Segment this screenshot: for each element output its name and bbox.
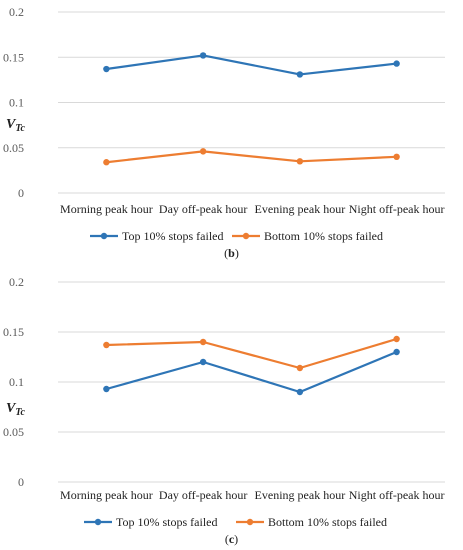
data-point xyxy=(103,341,110,349)
y-tick-label: 0 xyxy=(18,186,24,200)
data-point xyxy=(393,335,400,343)
y-tick-label: 0 xyxy=(18,475,24,489)
legend-label: Bottom 10% stops failed xyxy=(264,229,383,243)
figure-caption-letter: c xyxy=(229,532,235,546)
data-point xyxy=(199,52,207,59)
figure-caption-letter: b xyxy=(228,246,235,260)
series-line-bottom-10 xyxy=(106,337,397,370)
y-axis-label: VTc xyxy=(6,117,26,134)
data-point xyxy=(393,348,400,356)
x-category-label: Evening peak hour xyxy=(255,488,346,502)
data-point xyxy=(296,364,304,372)
data-point xyxy=(296,71,304,78)
figure-caption: (c) xyxy=(225,532,238,546)
data-point xyxy=(199,358,207,366)
data-point xyxy=(199,148,207,155)
legend-label: Top 10% stops failed xyxy=(116,515,217,529)
data-point xyxy=(393,153,400,160)
legend-marker xyxy=(94,518,102,526)
y-axis-label-sub: Tc xyxy=(15,123,25,134)
data-point xyxy=(199,338,207,346)
chart-b: 0 0.05 0.1 0.15 0.2 VTc Morning peak hour Day o… xyxy=(3,5,445,260)
y-tick-label: 0.1 xyxy=(9,96,24,110)
x-category-label: Night off-peak hour xyxy=(349,488,445,502)
legend-label: Bottom 10% stops failed xyxy=(268,515,387,529)
figure-caption: (b) xyxy=(224,246,239,260)
y-tick-label: 0.05 xyxy=(3,425,24,439)
data-point xyxy=(296,388,304,396)
x-category-label: Morning peak hour xyxy=(60,488,153,502)
chart-c: 0 0.05 0.1 0.15 0.2 VTc Morning peak hour Day o… xyxy=(3,275,445,546)
x-category-label: Morning peak hour xyxy=(60,202,153,216)
y-tick-label: 0.05 xyxy=(3,141,24,155)
legend-marker xyxy=(242,232,250,240)
y-tick-label: 0.1 xyxy=(9,375,24,389)
y-axis-label: VTc xyxy=(6,401,26,418)
y-tick-label: 0.15 xyxy=(3,50,24,64)
y-tick-label: 0.2 xyxy=(9,275,24,289)
legend-marker xyxy=(100,232,108,240)
x-category-label: Day off-peak hour xyxy=(159,488,247,502)
x-category-label: Night off-peak hour xyxy=(349,202,445,216)
series-line-top-10 xyxy=(106,54,397,76)
x-category-label: Evening peak hour xyxy=(255,202,346,216)
legend-marker xyxy=(246,518,254,526)
y-tick-label: 0.15 xyxy=(3,325,24,339)
y-axis-label-sub: Tc xyxy=(15,407,25,418)
y-tick-label: 0.2 xyxy=(9,5,24,19)
y-axis-label-main: V xyxy=(6,117,17,132)
legend-label: Top 10% stops failed xyxy=(122,229,223,243)
x-category-label: Day off-peak hour xyxy=(159,202,247,216)
data-point xyxy=(103,65,110,73)
data-point xyxy=(296,158,304,165)
series-line-bottom-10 xyxy=(106,150,397,164)
series-line-top-10 xyxy=(106,350,398,394)
data-point xyxy=(103,385,110,393)
data-point xyxy=(393,60,400,67)
data-point xyxy=(103,159,110,166)
y-axis-label-main: V xyxy=(6,401,17,416)
